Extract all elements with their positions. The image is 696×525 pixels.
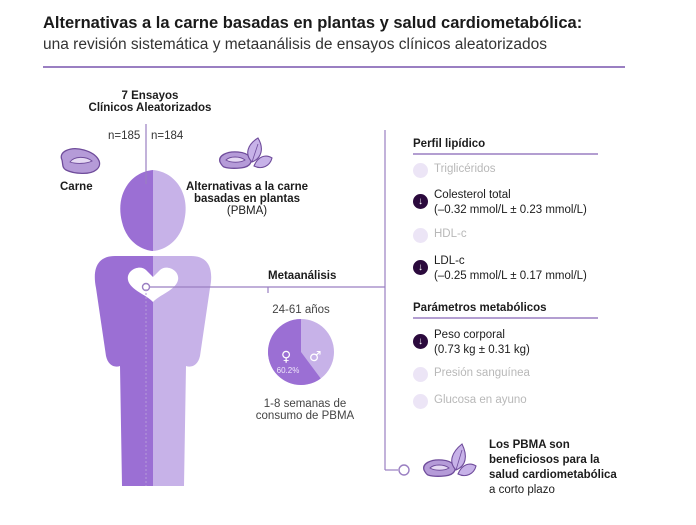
body-weight-label: Peso corporal — [434, 329, 505, 341]
plant-meat-icon — [219, 137, 273, 169]
conclusion-line3: salud cardiometabólica — [489, 469, 617, 481]
body-weight-value: (0.73 kg ± 0.31 kg) — [434, 344, 530, 356]
female-percent-label: 60.2% — [276, 366, 300, 375]
person-figure — [94, 170, 212, 486]
page-subtitle: una revisión sistemática y metaanálisis … — [43, 36, 547, 53]
conclusion-line2: beneficiosos para la — [489, 454, 600, 466]
blood-pressure-label: Presión sanguínea — [434, 367, 530, 379]
ldl: LDL-c (–0.25 mmol/L ± 0.17 mmol/L) — [434, 254, 587, 284]
hdl-marker — [413, 228, 428, 243]
triglycerides-marker — [413, 163, 428, 178]
page-title: Alternativas a la carne basadas en plant… — [43, 14, 583, 32]
ldl-label: LDL-c — [434, 255, 465, 267]
metabolic-heading: Parámetros metabólicos — [413, 302, 547, 314]
fasting-glucose-label: Glucosa en ayuno — [434, 394, 527, 406]
female-symbol-icon: ♀ — [281, 349, 291, 365]
pbma-label-line1: Alternativas a la carne — [185, 181, 309, 193]
trials-line1: 7 Ensayos — [121, 90, 179, 102]
conclusion-line1: Los PBMA son — [489, 439, 570, 451]
down-arrow-icon — [413, 260, 428, 275]
conclusion-plant-meat-icon — [423, 443, 477, 477]
body-weight: Peso corporal (0.73 kg ± 0.31 kg) — [434, 328, 530, 358]
pbma-n: n=184 — [151, 130, 184, 142]
total-cholesterol: Colesterol total (–0.32 mmol/L ± 0.23 mm… — [434, 188, 587, 218]
ldl-value: (–0.25 mmol/L ± 0.17 mmol/L) — [434, 270, 587, 282]
down-arrow-icon — [413, 194, 428, 209]
heart-icon — [127, 267, 179, 302]
lipid-heading: Perfil lipídico — [413, 138, 486, 150]
meat-label: Carne — [60, 181, 93, 193]
meat-icon — [60, 148, 101, 175]
male-symbol-icon: ♂ — [309, 349, 322, 365]
header-divider — [43, 66, 625, 68]
pbma-label: Alternativas a la carne basadas en plant… — [182, 181, 312, 217]
total-cholesterol-label: Colesterol total — [434, 189, 511, 201]
meta-analysis-label: Metaanálisis — [268, 270, 337, 282]
pie-female-slice — [268, 319, 321, 386]
down-arrow-icon — [413, 334, 428, 349]
blood-pressure-marker — [413, 367, 428, 382]
trials-line2: Clínicos Aleatorizados — [88, 102, 212, 114]
trials-heading: 7 Ensayos Clínicos Aleatorizados — [70, 90, 230, 114]
triglycerides-label: Triglicéridos — [434, 163, 496, 175]
conclusion-line4: a corto plazo — [489, 484, 555, 496]
duration-text: 1-8 semanas de consumo de PBMA — [240, 398, 370, 422]
duration-line1: 1-8 semanas de — [263, 398, 347, 410]
meat-n: n=185 — [108, 130, 141, 142]
hdl-label: HDL-c — [434, 228, 467, 240]
fasting-glucose-marker — [413, 394, 428, 409]
duration-line2: consumo de PBMA — [255, 410, 355, 422]
gender-pie-chart: ♀ ♂ — [268, 319, 334, 386]
conclusion-text: Los PBMA son beneficiosos para la salud … — [489, 438, 617, 498]
pbma-label-line3: (PBMA) — [226, 205, 268, 217]
age-range: 24-61 años — [272, 304, 330, 316]
pbma-label-line2: basadas en plantas — [193, 193, 301, 205]
total-cholesterol-value: (–0.32 mmol/L ± 0.23 mmol/L) — [434, 204, 587, 216]
